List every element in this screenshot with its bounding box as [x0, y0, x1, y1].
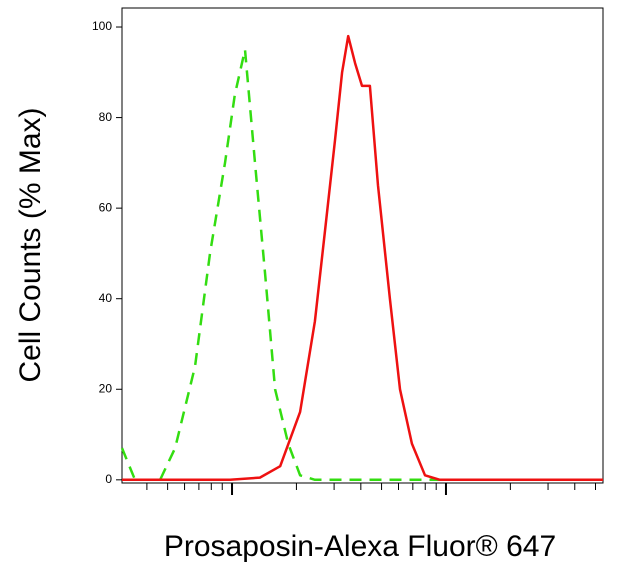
y-tick-label: 80	[99, 110, 113, 124]
plot-frame	[121, 7, 604, 484]
y-tick-label: 60	[99, 200, 113, 214]
series-line	[120, 48, 603, 482]
series-line	[122, 34, 603, 482]
y-tick-label: 0	[105, 472, 112, 486]
y-axis-title: Cell Counts (% Max)	[14, 107, 47, 382]
x-axis-title: Prosaposin-Alexa Fluor® 647	[164, 530, 556, 563]
y-tick-label: 100	[92, 19, 112, 33]
y-tick-label: 40	[99, 291, 113, 305]
y-tick-label: 20	[99, 381, 113, 395]
